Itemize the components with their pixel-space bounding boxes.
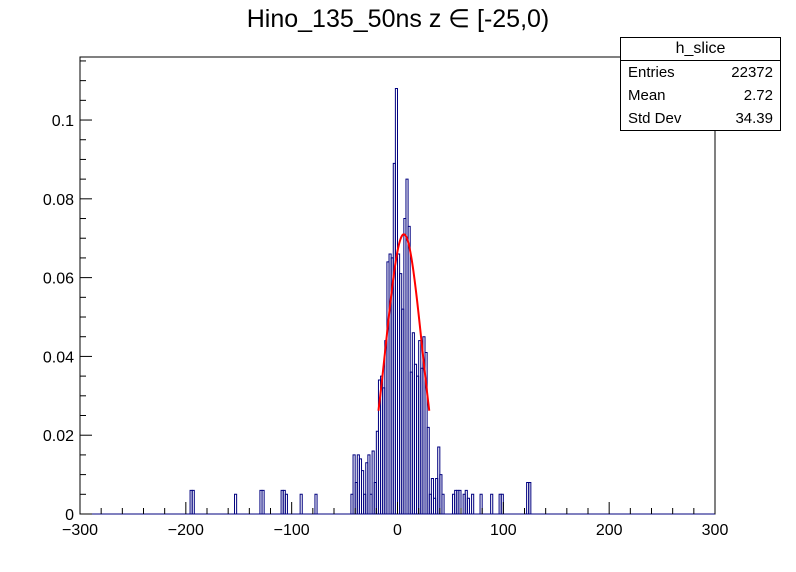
stats-value: 34.39 (735, 110, 773, 127)
histogram-bin (299, 493, 303, 514)
y-tick-label: 0 (65, 507, 74, 524)
histogram-bin (191, 489, 195, 514)
histogram-bin (314, 493, 318, 514)
histogram-bin (466, 497, 470, 514)
stats-label: Entries (628, 64, 675, 81)
histogram-bin (490, 493, 494, 514)
x-tick-label: −200 (168, 522, 204, 539)
histogram-bin (361, 470, 365, 514)
histogram-bin (430, 478, 434, 514)
x-tick-label: 200 (596, 522, 623, 539)
histogram-bin (407, 225, 411, 514)
y-tick-label: 0.04 (43, 349, 74, 366)
histogram-bin (284, 493, 288, 514)
stats-box: h_slice Entries 22372 Mean 2.72 Std Dev … (620, 37, 781, 131)
stats-value: 2.72 (743, 87, 773, 104)
histogram-bin (367, 454, 371, 514)
stats-row-entries: Entries 22372 (621, 61, 780, 84)
histogram-bin (426, 426, 430, 514)
histogram-bin (458, 489, 462, 514)
stats-row-stddev: Std Dev 34.39 (621, 107, 780, 130)
stats-row-mean: Mean 2.72 (621, 84, 780, 107)
x-tick-label: 0 (393, 522, 402, 539)
x-tick-label: 300 (702, 522, 729, 539)
stats-label: Mean (628, 87, 666, 104)
histogram-bin (471, 493, 475, 514)
histogram-bin (479, 493, 483, 514)
gaussian-fit-curve (377, 233, 431, 411)
x-tick-label: −300 (62, 522, 98, 539)
chart-title: Hino_135_50ns z ∈ [-25,0) (246, 5, 550, 33)
x-tick-label: −100 (274, 522, 310, 539)
stats-box-name: h_slice (621, 38, 780, 61)
y-tick-label: 0.06 (43, 271, 74, 288)
y-tick-label: 0.02 (43, 428, 74, 445)
histogram-bin (441, 493, 445, 514)
stats-label: Std Dev (628, 110, 682, 127)
stats-value: 22372 (731, 64, 773, 81)
y-tick-label: 0.1 (52, 113, 74, 130)
histogram-bin (261, 489, 265, 514)
histogram-bin (234, 493, 238, 514)
histogram-bin (528, 481, 532, 514)
y-tick-label: 0.08 (43, 192, 74, 209)
x-tick-label: 100 (490, 522, 517, 539)
